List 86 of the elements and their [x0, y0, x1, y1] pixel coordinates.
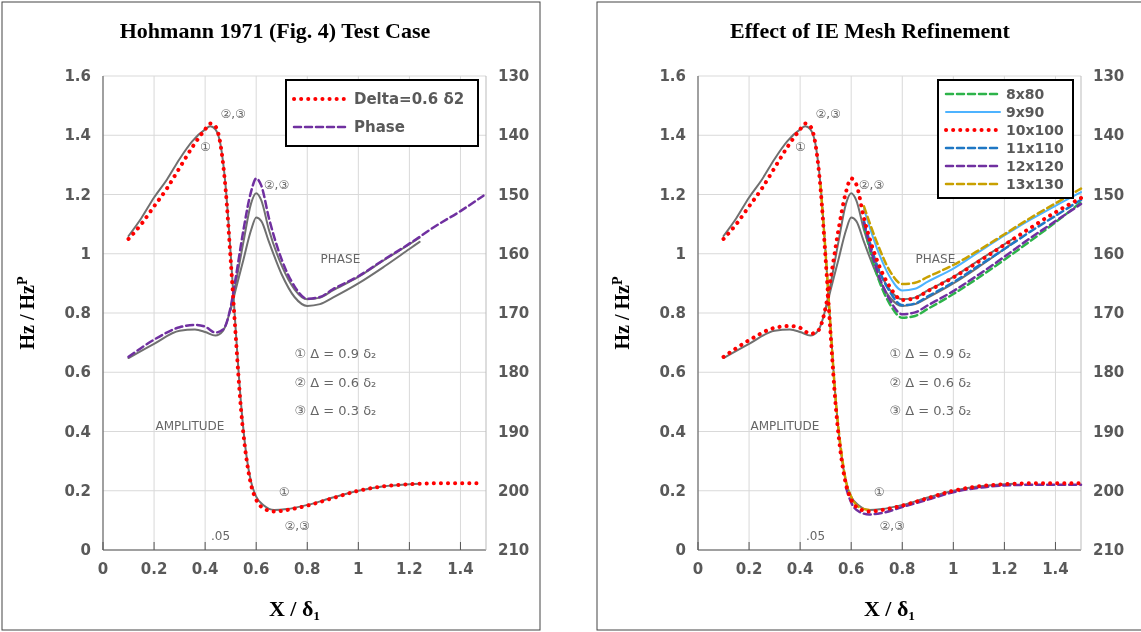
x-axis-title: X / δ₁ — [863, 596, 916, 621]
y2-tick-label: 210 — [498, 541, 530, 559]
y2-tick-label: 140 — [1093, 126, 1125, 145]
annotation: .05 — [211, 529, 231, 544]
annotation: ① — [199, 140, 211, 155]
annotation: ① Δ = 0.9 δ₂ — [889, 346, 972, 362]
x-tick-label: 0 — [692, 560, 704, 578]
annotation: ②,③ — [879, 518, 905, 533]
x-tick-label: 0.8 — [888, 560, 916, 578]
x-axis-title: X / δ₁ — [268, 596, 321, 621]
annotation: ② Δ = 0.6 δ₂ — [294, 374, 377, 390]
y2-tick-label: 180 — [498, 363, 530, 382]
y2-tick-label: 200 — [1093, 481, 1125, 500]
y2-tick-label: 190 — [1093, 422, 1125, 441]
legend-label: 9x90 — [1006, 104, 1045, 120]
y2-tick-label: 170 — [498, 304, 530, 322]
legend-label: 11x110 — [1006, 140, 1064, 156]
y-tick-label: 0 — [675, 541, 686, 559]
annotation: ① — [873, 484, 885, 499]
y-tick-label: 1.4 — [659, 126, 686, 145]
annotation: ① Δ = 0.9 δ₂ — [294, 346, 377, 362]
annotation: ② Δ = 0.6 δ₂ — [889, 374, 972, 390]
x-tick-label: 1.2 — [396, 560, 423, 578]
y2-tick-label: 160 — [1093, 244, 1125, 263]
annotation: ③ Δ = 0.3 δ₂ — [294, 403, 377, 419]
y-tick-label: 0.4 — [659, 422, 686, 441]
legend-label: 8x80 — [1006, 86, 1045, 102]
annotation: AMPLITUDE — [750, 419, 820, 434]
y2-tick-label: 190 — [498, 422, 530, 441]
y-tick-label: 0.8 — [659, 304, 686, 322]
x-tick-label: 1.2 — [991, 560, 1018, 578]
annotation: AMPLITUDE — [155, 419, 225, 434]
y-tick-label: 0 — [80, 541, 91, 559]
y2-tick-label: 130 — [498, 67, 530, 85]
annotation: ②,③ — [815, 106, 841, 121]
y-tick-label: 1.6 — [64, 67, 91, 85]
y2-tick-label: 150 — [1093, 185, 1125, 204]
y2-tick-label: 130 — [1093, 67, 1125, 85]
legend-label: 10x100 — [1006, 122, 1064, 138]
legend-label: 13x130 — [1006, 176, 1064, 192]
y-tick-label: 0.2 — [64, 481, 91, 500]
y-tick-label: 1.4 — [64, 126, 91, 145]
annotation: ②,③ — [220, 106, 246, 121]
annotation: ②,③ — [284, 518, 310, 533]
x-tick-label: 0.6 — [837, 560, 865, 578]
x-tick-label: 0.2 — [735, 560, 763, 578]
x-tick-label: 0.8 — [293, 560, 321, 578]
x-tick-label: 0.4 — [191, 560, 219, 578]
y2-tick-label: 160 — [498, 244, 530, 263]
y-tick-label: 0.4 — [64, 422, 91, 441]
y-tick-label: 0.6 — [659, 363, 686, 382]
legend-label: 12x120 — [1006, 158, 1064, 174]
y-tick-label: 1.2 — [64, 185, 91, 204]
annotation: PHASE — [320, 252, 361, 267]
y-tick-label: 0.8 — [64, 304, 91, 322]
chart-title: Effect of IE Mesh Refinement — [730, 18, 1011, 43]
legend-label: Phase — [354, 118, 405, 136]
y-tick-label: 0.6 — [64, 363, 91, 382]
x-tick-label: 1 — [948, 560, 959, 578]
annotation: ③ Δ = 0.3 δ₂ — [889, 403, 972, 419]
y2-tick-label: 200 — [498, 481, 530, 500]
annotation: .05 — [806, 529, 826, 544]
annotation: ① — [794, 140, 806, 155]
chart-title: Hohmann 1971 (Fig. 4) Test Case — [119, 18, 431, 43]
annotation: PHASE — [915, 252, 956, 267]
y-tick-label: 1.2 — [659, 185, 686, 204]
legend-label: Delta=0.6 δ2 — [354, 90, 465, 108]
x-tick-label: 0.6 — [242, 560, 270, 578]
x-tick-label: 0.2 — [140, 560, 168, 578]
x-tick-label: 1.4 — [1042, 560, 1069, 578]
y-tick-label: 0.2 — [659, 481, 686, 500]
annotation: ②,③ — [858, 177, 885, 192]
y2-tick-label: 180 — [1093, 363, 1125, 382]
y2-tick-label: 150 — [498, 185, 530, 204]
y-tick-label: 1 — [80, 244, 91, 263]
annotation: ②,③ — [263, 177, 290, 192]
annotation: ① — [278, 484, 290, 499]
x-tick-label: 0 — [97, 560, 109, 578]
x-tick-label: 1.4 — [447, 560, 474, 578]
y2-tick-label: 210 — [1093, 541, 1125, 559]
y-tick-label: 1.6 — [659, 67, 686, 85]
x-tick-label: 1 — [353, 560, 364, 578]
y-tick-label: 1 — [675, 244, 686, 263]
y2-tick-label: 170 — [1093, 304, 1125, 322]
y2-tick-label: 140 — [498, 126, 530, 145]
x-tick-label: 0.4 — [786, 560, 814, 578]
